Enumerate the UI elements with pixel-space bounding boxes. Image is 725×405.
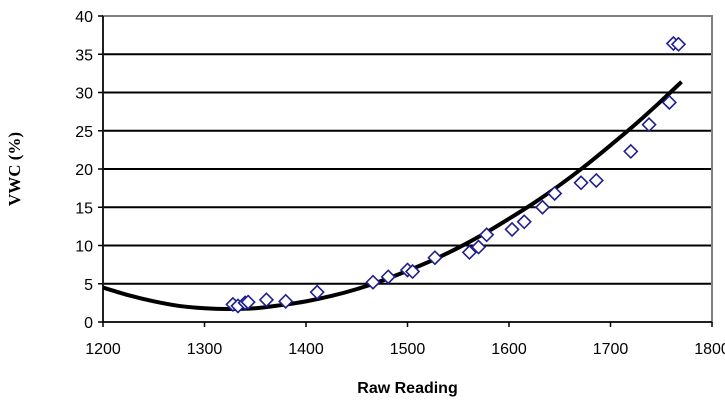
data-point — [278, 293, 294, 309]
y-tick-label: 30 — [75, 86, 93, 103]
data-point — [380, 269, 396, 285]
y-axis-ticks: 0 5 10 15 20 25 30 35 40 — [75, 9, 103, 332]
data-point — [588, 172, 604, 189]
data-point — [661, 94, 678, 111]
data-point — [641, 116, 657, 133]
data-point — [461, 244, 478, 261]
data-point — [534, 199, 551, 215]
y-tick-label: 15 — [75, 200, 93, 217]
data-point — [365, 274, 381, 290]
data-point — [427, 250, 443, 266]
data-point — [547, 185, 563, 202]
data-point — [516, 214, 532, 230]
data-point — [670, 36, 687, 52]
x-tick-label: 1200 — [85, 341, 121, 358]
y-tick-label: 20 — [75, 162, 93, 179]
x-tick-label: 1800 — [694, 341, 725, 358]
y-tick-label: 25 — [75, 124, 93, 141]
data-points — [225, 35, 687, 314]
x-axis-label: Raw Reading — [357, 380, 457, 397]
y-axis-label: VWC (%) — [5, 132, 24, 206]
data-point — [309, 284, 325, 300]
data-point — [470, 239, 487, 255]
y-tick-label: 10 — [75, 239, 93, 256]
y-tick-label: 5 — [84, 277, 93, 294]
y-tick-label: 35 — [75, 47, 93, 64]
data-point — [240, 294, 256, 310]
y-tick-label: 40 — [75, 9, 93, 26]
x-tick-label: 1300 — [187, 341, 223, 358]
data-point — [573, 175, 589, 191]
x-tick-label: 1700 — [593, 341, 629, 358]
data-point — [504, 221, 520, 238]
x-tick-label: 1400 — [288, 341, 324, 358]
x-tick-label: 1600 — [491, 341, 527, 358]
x-tick-label: 1500 — [390, 341, 426, 358]
data-point — [623, 143, 639, 160]
data-point — [258, 292, 275, 308]
y-tick-label: 0 — [84, 315, 93, 332]
data-point — [479, 227, 495, 243]
data-point — [404, 263, 421, 280]
x-axis-ticks: 1200 1300 1400 1500 1600 1700 1800 — [85, 16, 725, 358]
